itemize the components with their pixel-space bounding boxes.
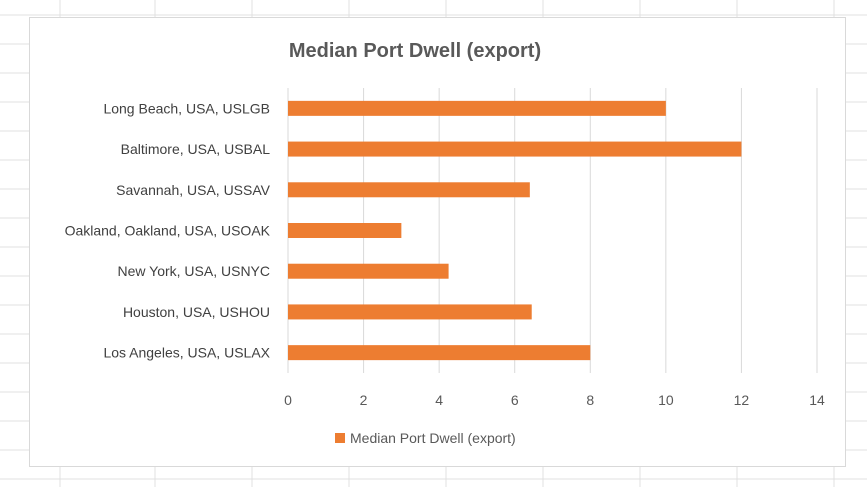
legend-swatch [335,433,345,443]
category-labels: Long Beach, USA, USLGB Baltimore, USA, US… [65,100,271,360]
chart-area[interactable]: Median Port Dwell (export) Long Beach, U… [29,17,846,467]
bar [288,304,532,320]
bar [288,141,742,157]
category-label: New York, USA, USNYC [118,263,271,279]
x-tick-label: 14 [809,392,825,408]
chart-title: Median Port Dwell (export) [289,40,541,62]
category-label: Baltimore, USA, USBAL [121,141,271,157]
bars [288,100,742,361]
bar [288,263,449,279]
x-tick-label: 2 [360,392,368,408]
bar-chart: Median Port Dwell (export) Long Beach, U… [65,40,825,446]
legend-label: Median Port Dwell (export) [350,430,516,446]
category-label: Los Angeles, USA, USLAX [103,345,270,361]
x-tick-label: 8 [586,392,594,408]
x-tick-label: 4 [435,392,443,408]
bar [288,345,591,361]
category-label: Long Beach, USA, USLGB [103,100,270,116]
category-label: Savannah, USA, USSAV [116,182,270,198]
bar [288,100,666,116]
x-tick-label: 10 [658,392,674,408]
x-tick-label: 6 [511,392,519,408]
x-tick-label: 12 [734,392,750,408]
bar [288,223,402,238]
category-label: Houston, USA, USHOU [123,304,270,320]
bar [288,182,530,198]
category-label: Oakland, Oakland, USA, USOAK [65,223,271,239]
x-axis-tick-labels: 0 2 4 6 8 10 12 14 [284,392,825,408]
x-tick-label: 0 [284,392,292,408]
legend: Median Port Dwell (export) [335,430,516,446]
